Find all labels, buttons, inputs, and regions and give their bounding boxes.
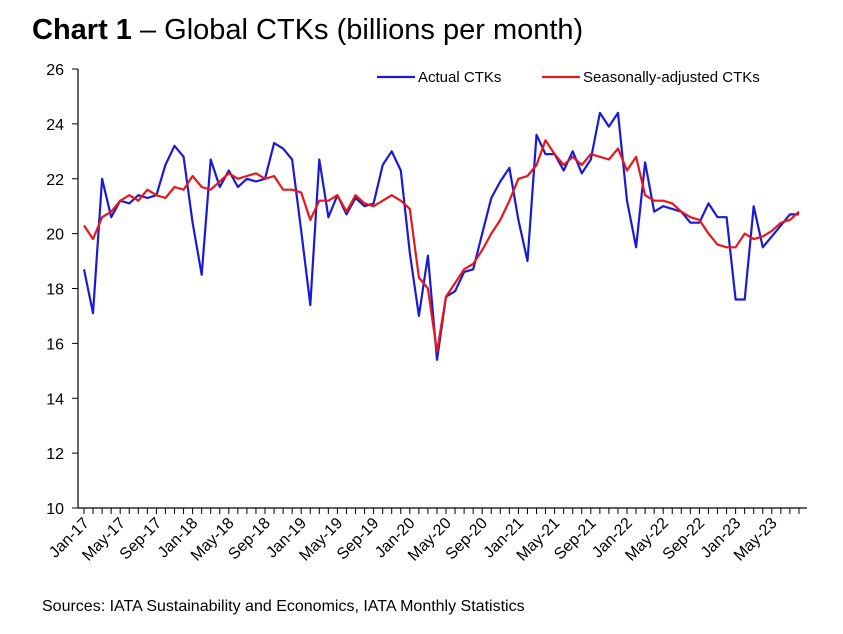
series-line-seasonally-adjusted-ctks — [83, 139, 800, 353]
chart-title: Chart 1 – Global CTKs (billions per mont… — [32, 14, 583, 47]
y-tick-label: 26 — [46, 62, 64, 79]
chart-title-bold: Chart 1 — [32, 14, 132, 46]
legend-label: Actual CTKs — [418, 69, 501, 86]
x-axis-ticks: Jan-17May-17Sep-17Jan-18May-18Sep-18Jan-… — [46, 508, 800, 565]
chart-source-note: Sources: IATA Sustainability and Economi… — [42, 598, 525, 615]
y-tick-label: 18 — [46, 282, 64, 299]
y-tick-label: 10 — [46, 501, 64, 518]
y-tick-label: 22 — [46, 172, 64, 189]
chart-title-rest: – Global CTKs (billions per month) — [131, 14, 584, 46]
y-tick-label: 24 — [46, 117, 64, 134]
y-tick-label: 14 — [46, 391, 64, 408]
y-axis-ticks: 10 12 14 16 18 20 22 24 26 — [46, 62, 78, 518]
y-tick-label: 12 — [46, 446, 64, 463]
legend-label: Seasonally-adjusted CTKs — [583, 69, 760, 86]
chart-axes — [77, 69, 807, 509]
y-tick-label: 20 — [46, 227, 64, 244]
chart-series — [82, 111, 800, 361]
y-tick-label: 16 — [46, 336, 64, 353]
chart-legend: Actual CTKs Seasonally-adjusted CTKs — [377, 69, 760, 86]
